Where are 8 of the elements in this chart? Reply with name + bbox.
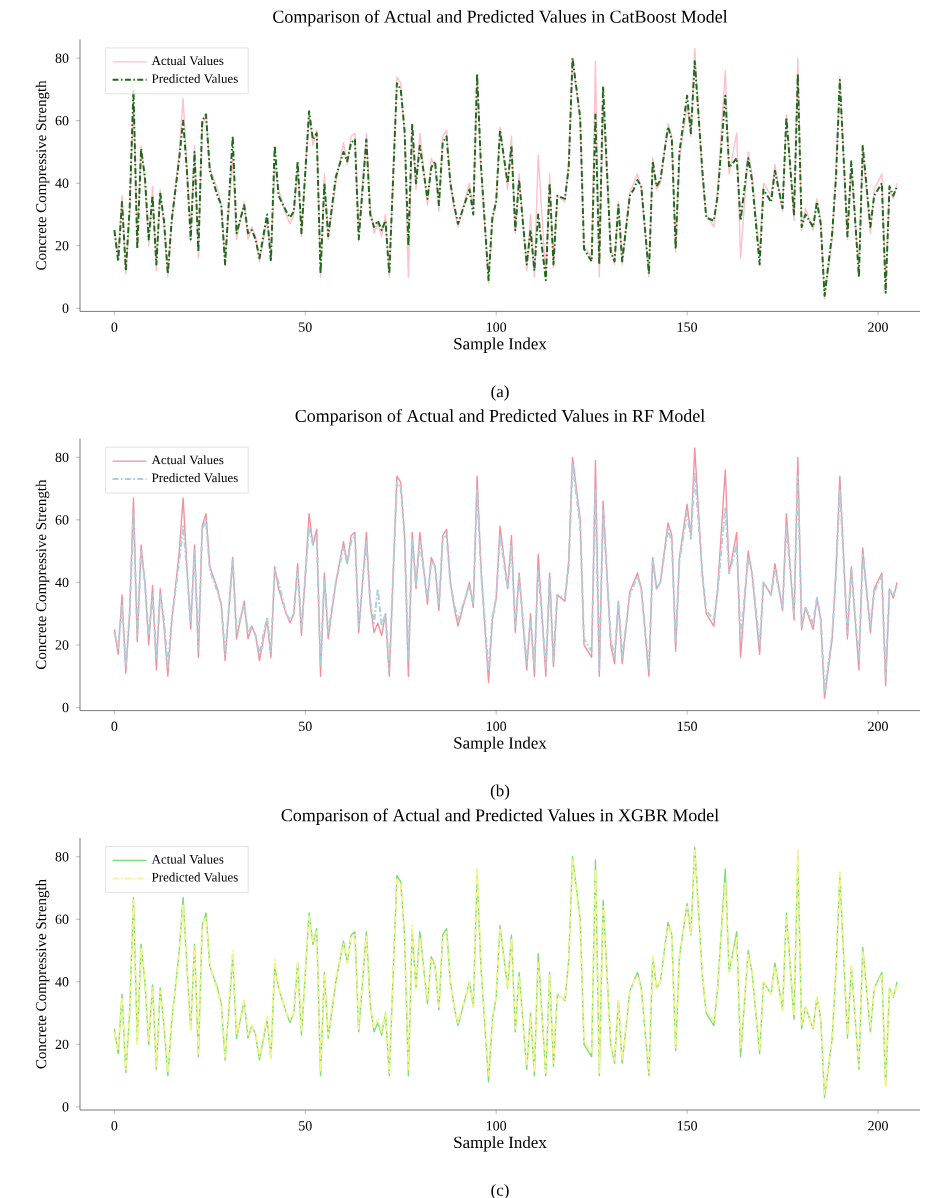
chart-title: Comparison of Actual and Predicted Values in RF Model — [295, 409, 705, 426]
x-axis-title: Sample Index — [454, 736, 547, 753]
x-axis-title: Sample Index — [454, 1136, 547, 1152]
text: (a) — [491, 385, 509, 401]
text: (b) — [490, 784, 510, 800]
chart-title: Comparison of Actual and Predicted Values in XGBR Model — [281, 808, 719, 825]
chart-title: Comparison of Actual and Predicted Values in CatBoost Model — [273, 9, 728, 27]
x-axis-title: Sample Index — [454, 337, 547, 353]
